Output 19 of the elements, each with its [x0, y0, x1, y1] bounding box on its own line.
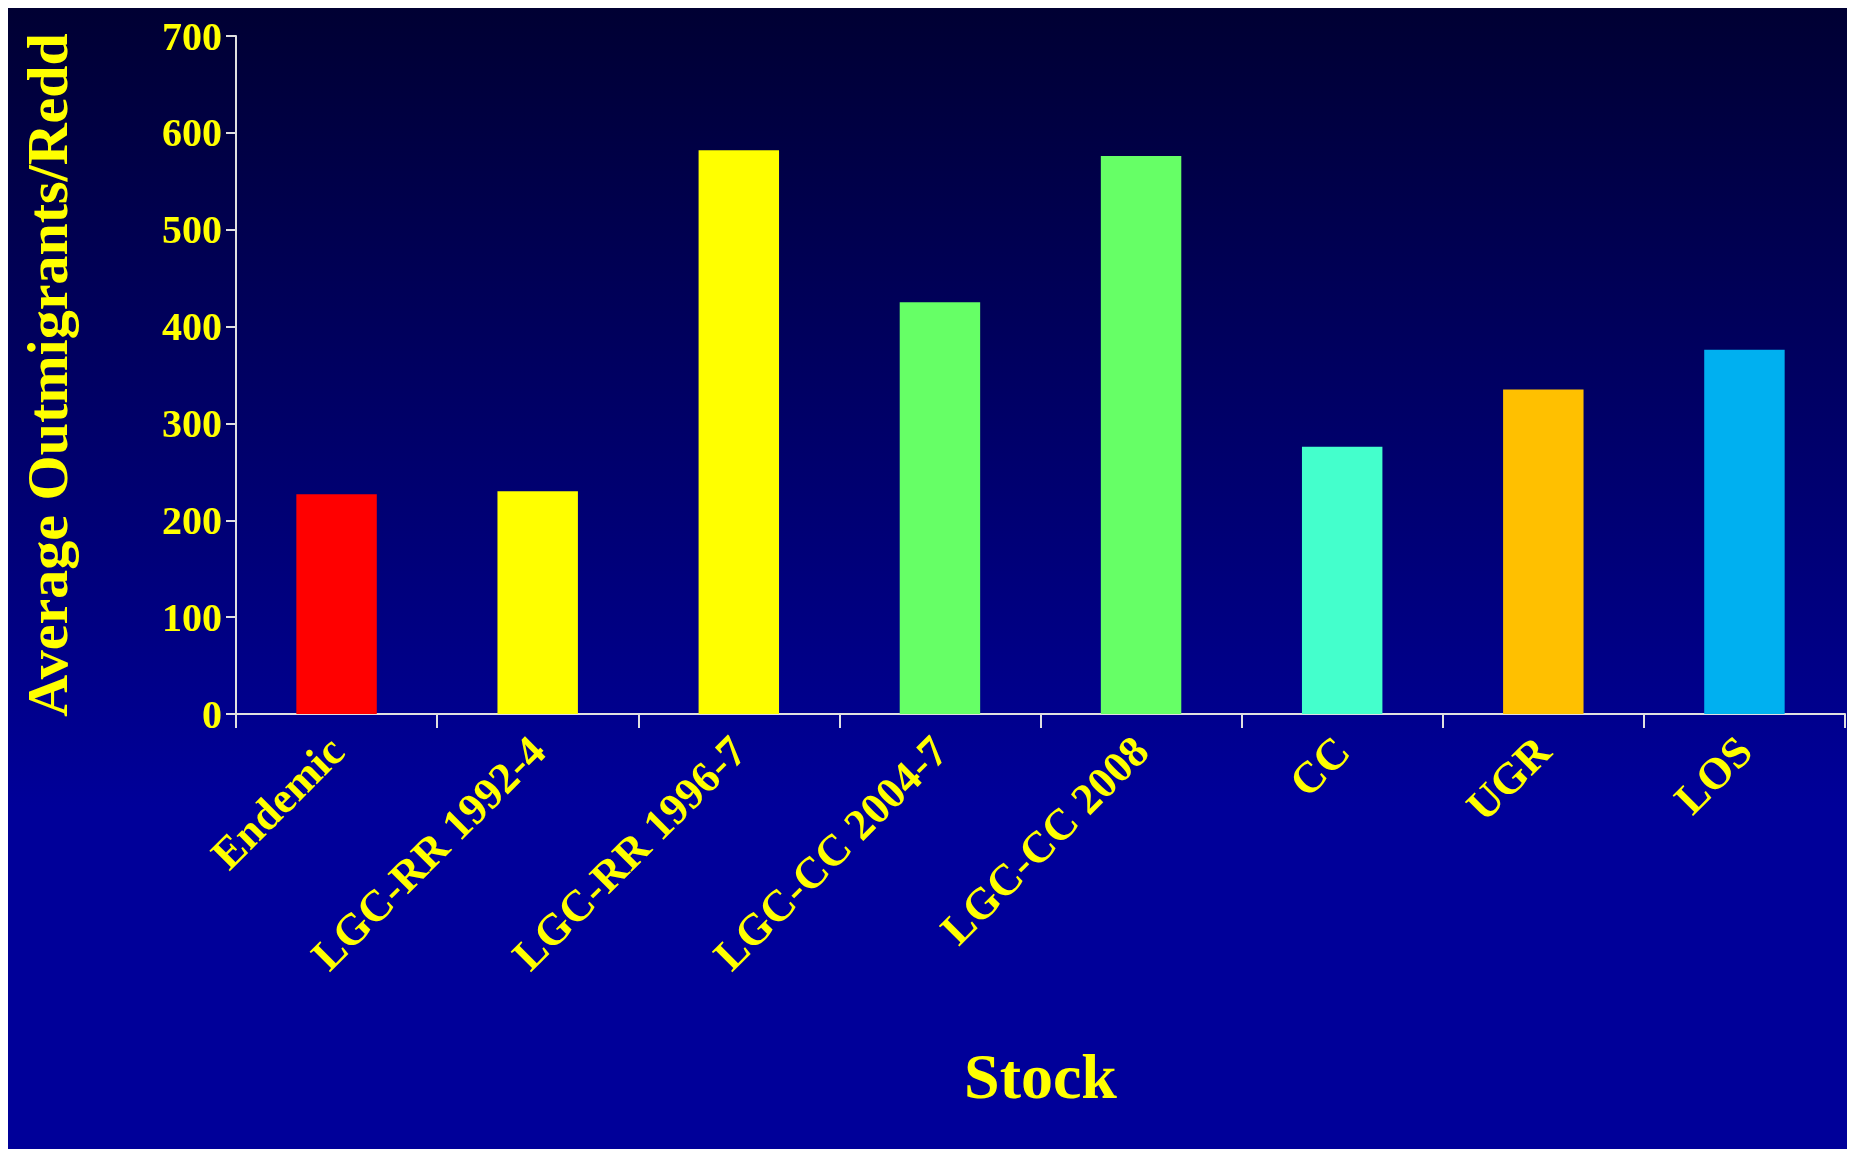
- bar: [899, 302, 981, 714]
- bar: [1704, 349, 1785, 714]
- bar: [296, 494, 377, 714]
- y-tick-label: 500: [162, 207, 222, 253]
- bar: [497, 491, 578, 714]
- y-tick-label: 300: [162, 400, 222, 446]
- y-axis-title: Average Outmigrants/Redd: [14, 33, 80, 717]
- y-tick-label: 600: [162, 110, 222, 156]
- bar: [1503, 389, 1584, 714]
- y-tick-label: 100: [162, 594, 222, 640]
- bar: [698, 150, 780, 714]
- y-tick-label: 700: [162, 13, 222, 59]
- y-tick-label: 400: [162, 304, 222, 350]
- y-tick-label: 0: [202, 691, 222, 737]
- x-tick-label: CC: [1279, 726, 1360, 807]
- y-tick-label: 200: [162, 497, 222, 543]
- bar: [1100, 156, 1182, 714]
- bar: [1301, 446, 1383, 714]
- x-axis-title: Stock: [964, 1040, 1118, 1112]
